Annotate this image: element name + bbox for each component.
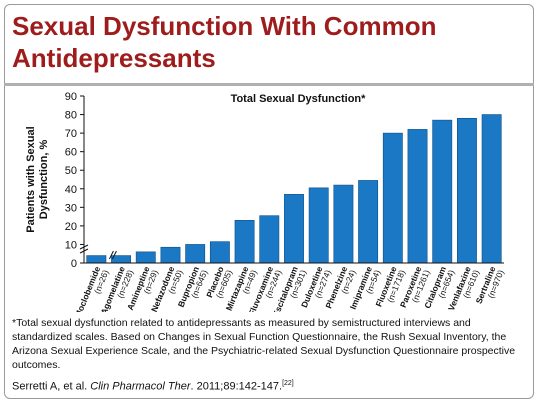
slide-title-line2: Antidepressants [12, 43, 216, 73]
bar [259, 215, 280, 264]
y-axis-break-mark [79, 244, 89, 254]
bar [86, 255, 107, 264]
y-tick-label: 40 [65, 184, 77, 196]
y-tick-label: 90 [65, 91, 77, 103]
slide-title-line1: Sexual Dysfunction With Common [12, 11, 437, 41]
y-axis-title: Patients with SexualDysfunction, % [25, 126, 50, 232]
y-tick-label: 60 [65, 147, 77, 159]
bar [407, 129, 428, 264]
citation-author: Serretti A, et al. [12, 380, 91, 393]
y-tick-label: 10 [65, 239, 77, 251]
bar-chart: Total Sexual Dysfunction* 0 10 20 30 40 50 60 70… [25, 91, 506, 312]
y-tick-label: 30 [65, 202, 77, 214]
y-tick-label: 0 [71, 258, 77, 270]
y-axis-title-line1: Patients with Sexual [25, 126, 37, 232]
bar-break-mark [108, 250, 117, 260]
y-tick-label: 70 [65, 128, 77, 140]
slide-title: Sexual Dysfunction With Common Antidepre… [12, 10, 512, 74]
y-tick-label: 20 [65, 221, 77, 233]
bar [209, 241, 230, 264]
bar [358, 180, 379, 264]
bar [284, 194, 304, 264]
bar [457, 117, 477, 264]
bar [333, 184, 354, 264]
citation-journal: Clin Pharmacol Ther [90, 380, 191, 393]
y-tick-label: 50 [65, 165, 77, 177]
bar [432, 119, 453, 264]
bar [160, 246, 181, 264]
bar [481, 114, 502, 264]
chart-title: Total Sexual Dysfunction* [231, 93, 367, 105]
citation-reference: [22] [282, 380, 294, 387]
bar [382, 132, 403, 264]
bar [185, 244, 206, 264]
bar [135, 251, 156, 264]
title-divider [4, 83, 534, 86]
bar [234, 220, 255, 264]
citation: Serretti A, et al. Clin Pharmacol Ther. … [12, 380, 294, 393]
y-axis-title-line2: Dysfunction, % [38, 140, 50, 220]
bar [308, 187, 329, 264]
citation-details: . 2011;89:142-147. [190, 380, 283, 393]
slide-frame [4, 4, 534, 399]
y-tick-label: 80 [65, 110, 77, 122]
bar [111, 255, 131, 264]
footnote: *Total sexual dysfunction related to ant… [12, 317, 516, 371]
